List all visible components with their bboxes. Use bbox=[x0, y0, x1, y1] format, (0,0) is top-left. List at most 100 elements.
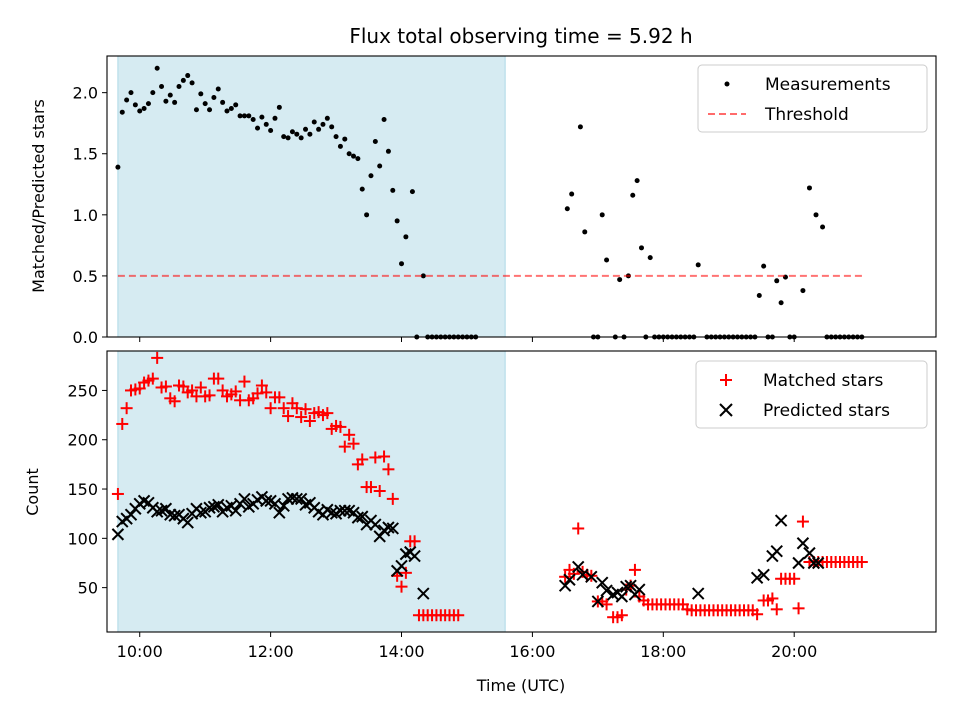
measurements-point bbox=[193, 107, 199, 113]
x-tick-label: 16:00 bbox=[509, 642, 555, 661]
measurements-point bbox=[364, 212, 370, 218]
measurements-point bbox=[381, 117, 387, 123]
measurements-point bbox=[303, 126, 309, 132]
matched-stars-point bbox=[321, 407, 334, 420]
measurements-point bbox=[368, 173, 374, 179]
matched-stars-point bbox=[788, 572, 801, 585]
predicted-stars-point bbox=[750, 571, 764, 584]
x-axis-label: Time (UTC) bbox=[476, 676, 565, 695]
count-axes: 50 100 150 200 250 10:00 12:00 14:00 16:00 18:00… bbox=[23, 350, 937, 661]
ratio-shaded-region bbox=[117, 55, 506, 338]
matched-stars-point bbox=[151, 351, 164, 364]
predicted-stars-point bbox=[572, 560, 585, 574]
measurements-point bbox=[167, 92, 173, 98]
measurements-point bbox=[207, 107, 213, 113]
measurements-point bbox=[778, 300, 784, 306]
matched-stars-point bbox=[796, 515, 809, 528]
ratio-legend-box bbox=[697, 64, 928, 133]
matched-stars-point bbox=[238, 375, 251, 388]
measurements-point bbox=[638, 245, 644, 251]
matched-stars-point bbox=[303, 415, 316, 428]
predicted-stars-point bbox=[770, 544, 783, 558]
measurements-point bbox=[617, 277, 623, 283]
matched-stars-point bbox=[386, 492, 399, 505]
measurements-point bbox=[372, 139, 378, 145]
measurements-point bbox=[355, 156, 361, 162]
predicted-stars-point bbox=[395, 559, 408, 573]
measurements-point bbox=[806, 185, 812, 191]
measurements-point bbox=[128, 90, 134, 96]
matched-stars-point bbox=[766, 592, 779, 605]
predicted-stars-point bbox=[212, 498, 225, 512]
matched-stars-point bbox=[855, 555, 868, 568]
measurements-point bbox=[385, 148, 391, 154]
measurements-point bbox=[276, 104, 282, 110]
x-tick-label: 12:00 bbox=[248, 642, 294, 661]
predicted-stars-point bbox=[351, 511, 365, 524]
ratio-y-tick-label: 1.0 bbox=[73, 206, 98, 225]
predicted-stars-point bbox=[417, 587, 430, 600]
measurements-point bbox=[189, 80, 195, 86]
measurements-point bbox=[774, 278, 780, 284]
predicted-stars-point bbox=[633, 583, 646, 596]
measurements-point bbox=[202, 101, 208, 107]
predicted-stars-point bbox=[563, 573, 576, 586]
measurements-point bbox=[180, 77, 186, 83]
matched-stars-point bbox=[572, 522, 585, 535]
count-y-tick-label: 100 bbox=[67, 529, 98, 548]
measurements-point bbox=[268, 128, 274, 134]
predicted-stars-point bbox=[290, 492, 304, 506]
matched-stars-point bbox=[770, 603, 783, 616]
ratio-y-tick-label: 0.5 bbox=[73, 267, 98, 286]
measurements-point bbox=[224, 108, 230, 114]
matched-stars-point bbox=[111, 487, 124, 500]
measurements-point bbox=[141, 106, 147, 112]
predicted-stars-point bbox=[369, 518, 382, 531]
measurements-point bbox=[351, 153, 357, 159]
predicted-stars-point bbox=[774, 514, 788, 527]
matched-stars-point bbox=[299, 403, 312, 416]
predicted-stars-point bbox=[807, 556, 821, 570]
measurements-point bbox=[150, 90, 156, 96]
predicted-stars-point bbox=[596, 576, 609, 589]
count-shaded-region bbox=[117, 350, 506, 633]
measurements-point bbox=[281, 134, 287, 140]
measurements-point bbox=[285, 135, 291, 141]
measurements-point bbox=[333, 134, 339, 140]
matched-stars-point bbox=[792, 602, 805, 615]
count-legend: Matched stars Predicted stars bbox=[695, 360, 928, 429]
matched-stars-point bbox=[260, 386, 273, 399]
measurements-point bbox=[342, 136, 348, 142]
ratio-legend: Measurements Threshold bbox=[697, 64, 928, 133]
matched-stars-point bbox=[378, 450, 391, 463]
figure-title: Flux total observing time = 5.92 h bbox=[349, 24, 692, 48]
measurements-point bbox=[241, 113, 247, 119]
measurements-point bbox=[399, 261, 405, 267]
count-axes-frame bbox=[106, 350, 937, 633]
threshold-legend-label: Threshold bbox=[764, 105, 849, 125]
matched-stars-point bbox=[751, 608, 764, 621]
measurements-point bbox=[294, 131, 300, 137]
ratio-axes-frame bbox=[106, 55, 937, 338]
predicted-stars-point bbox=[811, 556, 825, 570]
measurements-point bbox=[604, 257, 610, 263]
matched-stars-point bbox=[273, 391, 286, 404]
measurements-point bbox=[569, 191, 575, 197]
measurements-point bbox=[359, 186, 365, 192]
matched-stars-point bbox=[212, 372, 225, 385]
predicted-stars-legend-label: Predicted stars bbox=[763, 401, 890, 421]
predicted-stars-point bbox=[203, 501, 216, 514]
predicted-stars-point bbox=[194, 506, 208, 519]
predicted-stars-point bbox=[111, 528, 125, 541]
count-y-tick-label: 150 bbox=[67, 480, 98, 499]
matched-stars-point bbox=[159, 380, 172, 393]
measurements-point bbox=[320, 121, 326, 127]
predicted-stars-point bbox=[150, 505, 164, 518]
measurements-legend-label: Measurements bbox=[765, 75, 891, 95]
predicted-stars-point bbox=[585, 570, 598, 583]
measurements-point bbox=[250, 117, 256, 123]
matched-stars-point bbox=[408, 535, 421, 548]
matched-stars-point bbox=[282, 410, 295, 423]
measurements-point bbox=[820, 224, 826, 230]
measurements-point bbox=[137, 108, 143, 114]
